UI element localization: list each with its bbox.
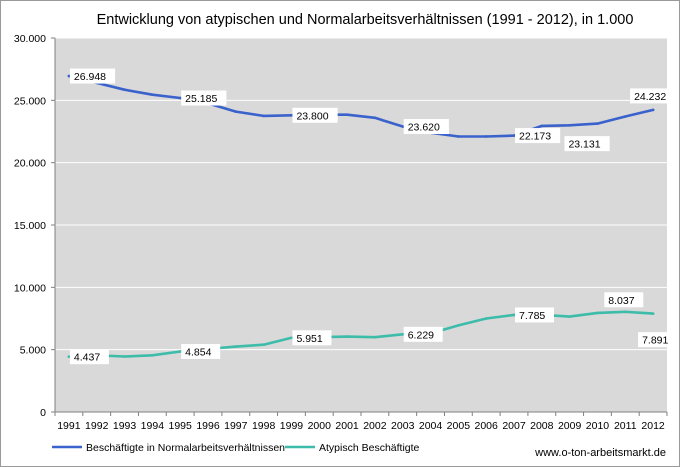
data-point-s0	[234, 110, 238, 113]
data-label-box	[638, 332, 678, 348]
data-point-s0	[484, 135, 488, 138]
legend-label: Beschäftigte in Normalarbeitsverhältniss…	[86, 442, 285, 454]
data-point-s1	[290, 336, 293, 340]
data-label: 24.232	[634, 91, 666, 103]
data-point-s1	[568, 315, 571, 318]
x-tick-label: 2001	[335, 420, 359, 432]
data-point-s1	[623, 310, 627, 314]
x-tick-label: 2007	[502, 420, 526, 432]
data-label-box	[181, 90, 227, 106]
data-point-s1	[151, 353, 154, 357]
legend-label: Atypisch Beschäftigte	[319, 442, 420, 454]
data-label-box	[630, 88, 676, 104]
x-tick-label: 1997	[224, 420, 248, 432]
x-tick-label: 2006	[475, 420, 499, 432]
data-point-s1	[596, 311, 599, 315]
x-tick-label: 2002	[363, 420, 387, 432]
data-point-s0	[401, 125, 405, 128]
data-label-box	[564, 136, 610, 152]
data-point-s1	[373, 335, 377, 339]
data-point-s1	[512, 313, 516, 317]
data-label: 23.620	[408, 122, 440, 134]
y-tick-label: 25.000	[14, 95, 46, 107]
y-tick-label: 5.000	[20, 345, 46, 357]
data-label-box	[292, 330, 332, 346]
data-label: 23.131	[568, 139, 600, 151]
series-line-1	[67, 310, 655, 358]
x-tick-label: 2008	[530, 420, 554, 432]
x-tick-label: 1998	[252, 420, 276, 432]
x-tick-label: 2005	[447, 420, 471, 432]
data-label-box	[515, 128, 561, 144]
x-tick-label: 1999	[280, 420, 304, 432]
data-label-box	[292, 107, 338, 123]
data-point-s0	[568, 123, 571, 127]
source-text: www.o-ton-arbeitsmarkt.de	[534, 447, 666, 459]
data-label-box	[181, 343, 221, 359]
data-point-s0	[151, 93, 154, 97]
data-point-s1	[484, 317, 488, 320]
data-point-s1	[123, 355, 126, 358]
data-point-s0	[623, 115, 627, 118]
data-point-s1	[345, 335, 349, 338]
x-tick-label: 1996	[196, 420, 220, 432]
x-tick-label: 2010	[586, 420, 610, 432]
data-label: 4.854	[185, 346, 211, 358]
x-tick-label: 2009	[558, 420, 582, 432]
x-tick-label: 1992	[85, 420, 109, 432]
data-point-s0	[540, 124, 544, 128]
x-tick-label: 2003	[391, 420, 415, 432]
data-label: 23.800	[296, 110, 328, 122]
y-tick-label: 20.000	[14, 158, 46, 170]
data-label-box	[403, 119, 449, 135]
data-label-box	[515, 307, 554, 323]
x-tick-label: 1995	[169, 420, 193, 432]
x-tick-label: 1991	[57, 420, 81, 432]
data-label: 26.948	[74, 71, 106, 83]
series-line-0	[67, 74, 655, 138]
x-tick-label: 1993	[113, 420, 137, 432]
data-label: 25.185	[185, 93, 217, 105]
x-tick-label: 1994	[141, 420, 165, 432]
x-tick-label: 2012	[641, 420, 665, 432]
data-label: 5.951	[296, 333, 322, 345]
data-point-s0	[123, 88, 126, 92]
x-tick-label: 2011	[614, 420, 637, 432]
y-tick-label: 0	[40, 407, 46, 419]
data-point-s1	[457, 324, 460, 327]
x-tick-label: 2000	[308, 420, 332, 432]
data-point-s0	[262, 114, 265, 118]
data-point-s1	[178, 350, 182, 353]
data-point-s0	[290, 113, 293, 117]
data-label: 6.229	[408, 329, 434, 341]
data-point-s0	[512, 134, 516, 137]
x-tick-label: 2004	[419, 420, 443, 432]
data-label-box	[403, 326, 443, 342]
y-tick-label: 15.000	[14, 220, 46, 232]
chart-title: Entwicklung von atypischen und Normalarb…	[97, 12, 634, 28]
data-label: 7.785	[519, 310, 545, 322]
data-point-s0	[345, 113, 349, 116]
data-label-box	[69, 68, 116, 84]
data-point-s1	[651, 312, 655, 315]
data-point-s1	[401, 333, 405, 336]
data-point-s0	[67, 74, 71, 78]
data-point-s0	[457, 135, 460, 138]
data-point-s1	[234, 345, 238, 348]
y-tick-label: 10.000	[14, 282, 46, 294]
data-label-box	[69, 349, 109, 365]
data-point-s0	[373, 116, 377, 120]
data-point-s0	[596, 122, 599, 125]
data-label: 8.037	[608, 295, 634, 307]
data-label-box	[604, 292, 644, 308]
data-label: 7.891	[642, 335, 668, 347]
y-tick-label: 30.000	[14, 33, 46, 45]
data-point-s0	[178, 96, 182, 100]
data-point-s0	[651, 108, 655, 112]
data-point-s1	[262, 343, 265, 346]
data-point-s1	[67, 355, 71, 358]
data-label: 4.437	[74, 352, 100, 364]
data-label: 22.173	[519, 131, 551, 143]
